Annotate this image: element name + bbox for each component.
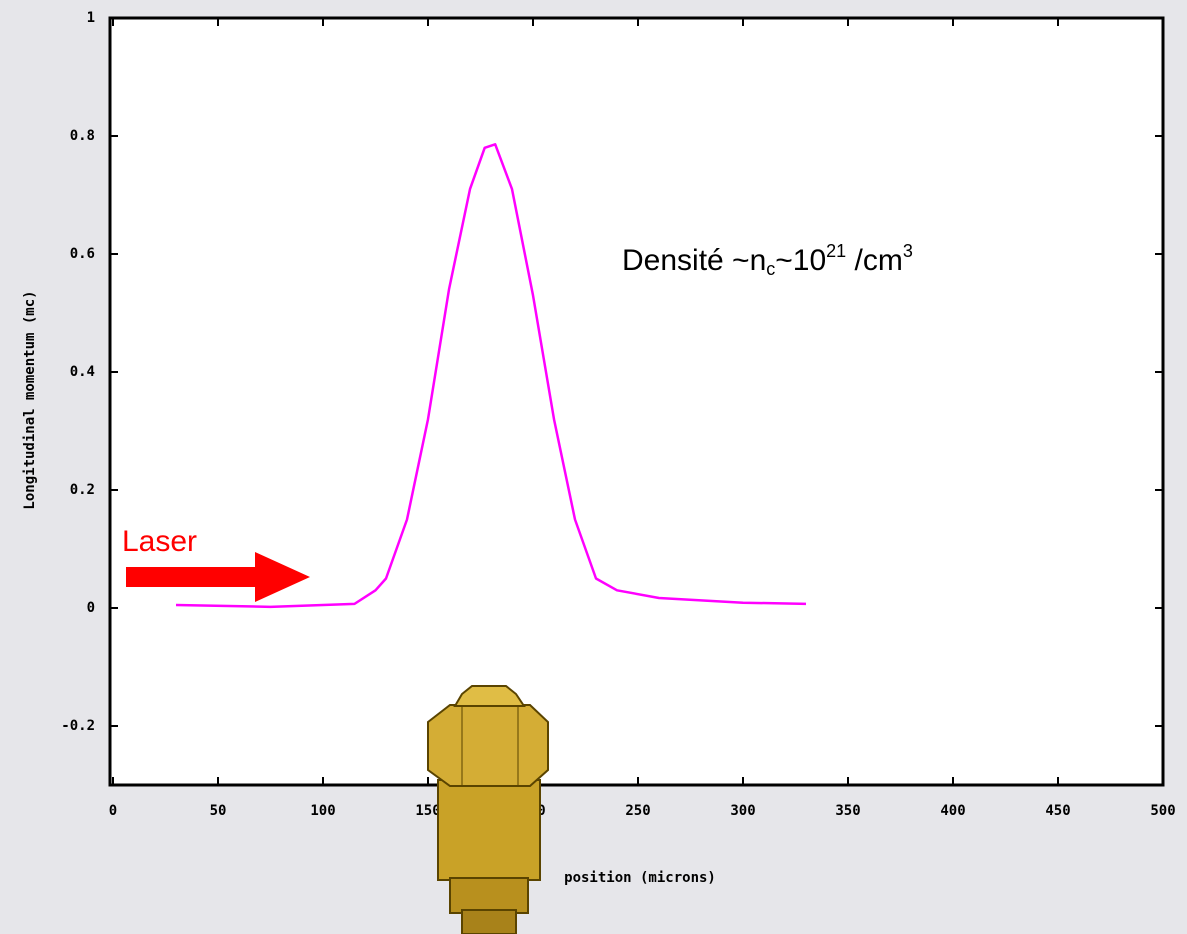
y-tick-label: 1 bbox=[87, 10, 95, 26]
density-text: /cm bbox=[846, 244, 903, 277]
density-sup: 3 bbox=[903, 241, 913, 261]
x-axis-label: position (microns) bbox=[564, 870, 716, 886]
density-sub: c bbox=[766, 259, 775, 279]
x-tick-label: 450 bbox=[1045, 803, 1070, 819]
y-tick-label: 0 bbox=[87, 600, 95, 616]
laser-arrow bbox=[126, 552, 310, 602]
x-tick-label: 100 bbox=[310, 803, 335, 819]
x-tick-label: 150 bbox=[415, 803, 440, 819]
density-text: ~10 bbox=[775, 244, 826, 277]
y-axis-label: Longitudinal momentum (mc) bbox=[22, 290, 38, 509]
x-tick-label: 250 bbox=[625, 803, 650, 819]
data-line bbox=[175, 143, 807, 609]
laser-label: Laser bbox=[122, 525, 197, 558]
nozzle-illustration bbox=[427, 685, 549, 934]
x-tick-label: 50 bbox=[210, 803, 227, 819]
plot-area bbox=[108, 16, 1165, 787]
y-tick-label: -0.2 bbox=[61, 718, 95, 734]
x-tick-label: 0 bbox=[109, 803, 117, 819]
x-tick-label: 300 bbox=[730, 803, 755, 819]
density-sup: 21 bbox=[826, 241, 846, 261]
x-tick-label: 400 bbox=[940, 803, 965, 819]
x-tick-label: 350 bbox=[835, 803, 860, 819]
density-text: Densité ~n bbox=[622, 244, 766, 277]
y-tick-label: 0.2 bbox=[70, 482, 95, 498]
y-tick-label: 0.6 bbox=[70, 246, 95, 262]
y-tick-label: 0.4 bbox=[70, 364, 95, 380]
density-label: Densité ~nc~1021 /cm3 bbox=[622, 241, 913, 279]
x-tick-label: 500 bbox=[1150, 803, 1175, 819]
y-tick-label: 0.8 bbox=[70, 128, 95, 144]
